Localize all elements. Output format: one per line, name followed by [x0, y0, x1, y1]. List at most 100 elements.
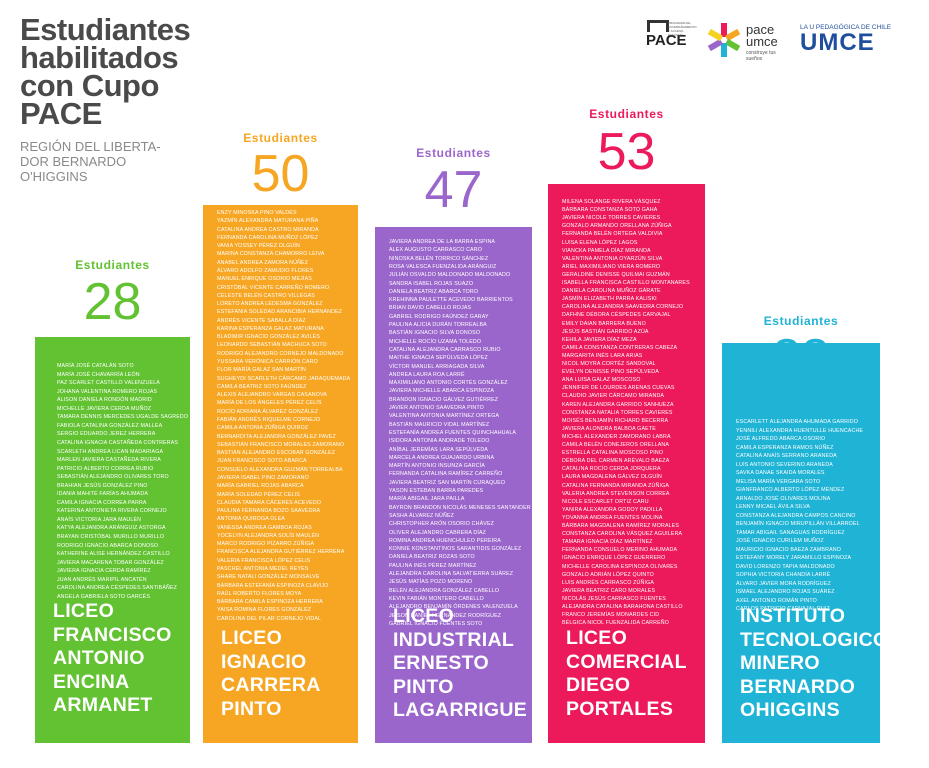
student-name: ANABEL ANDREA ZAMORA NÚÑEZ	[217, 259, 309, 266]
student-name: RODRIGO ALEJANDRO CORNEJO MALDONADO	[217, 350, 344, 357]
school-name: ANTONIO	[53, 647, 145, 669]
student-name: PAULINA ALICIA DURÁN TORREALBA	[389, 322, 487, 328]
student-name: CATALINA IGNACIA CASTAÑEDA CONTRERAS	[57, 439, 179, 446]
student-name: BÁRBARA CONSTANZA SOTO GAHA	[562, 207, 658, 214]
student-name: CAMILA ESPERANZA RAMOS NÚÑEZ	[736, 444, 834, 451]
student-name: MICHELLE ROCÍO UZAMA TOLEDO	[389, 338, 482, 345]
school-name: ENCINA	[53, 670, 130, 693]
student-name: PAULINA INÉS PÉREZ MARTÍNEZ	[389, 562, 477, 569]
student-name: KATHERINE ALISE HERNÁNDEZ CASTILLO	[57, 551, 170, 558]
student-count: 50	[251, 145, 310, 203]
student-name: ANDREA LAURA ROA LARRÉ	[389, 371, 465, 378]
student-name: MICHELLE JAVIERA CERDA MUÑOZ	[57, 405, 152, 412]
student-name: ÁLVARO JAVIER MORA RODRÍGUEZ	[736, 580, 831, 587]
subtitle-line: REGIÓN DEL LIBERTA-	[20, 139, 161, 154]
student-name: CLAUDIA TAMARA CÁCERES ACEVEDO	[217, 499, 322, 506]
student-name: JAVIERA MICHELLE ABARCA ESPINOZA	[389, 388, 495, 395]
subtitle: REGIÓN DEL LIBERTA- DOR BERNARDO O'HIGGINS	[20, 139, 161, 184]
student-name: MARÍA DE LOS ÁNGELES PÉREZ CELIS	[217, 400, 322, 407]
school-name: IGNACIO	[221, 650, 307, 673]
student-name: FRANCO JEREMÍAS MONARDES CID	[562, 612, 660, 619]
student-count: 28	[83, 273, 142, 331]
student-name: FABIOLA CATALINA GONZÁLEZ MALLEA	[57, 422, 163, 429]
student-name: JULIÁN OSVALDO MALDONADO MALDONADO	[389, 272, 511, 279]
school-name: PINTO	[221, 697, 282, 720]
student-name: CATALINA ALEJANDRA CARRASCO RUBIO	[389, 346, 501, 353]
student-count: 53	[597, 123, 656, 181]
student-name: FERNANDA CATALINA RAMÍREZ CARREÑO	[389, 471, 503, 478]
student-name: ROMINA ANDREA HUENCHULEO PEREIRA	[389, 537, 501, 544]
school-name: LICEO	[221, 627, 283, 649]
student-name: MARCO RODRIGO PIZARRO ZÚÑIGA	[217, 541, 315, 548]
student-name: EMILY DAIAN BARRERA BUENO	[562, 320, 646, 327]
student-name: BÁRBARA MAGDALENA RAMÍREZ MORALES	[562, 523, 680, 529]
student-name: CONSTANZA ALEJANDRA CAMPOS CANCINO	[736, 512, 856, 519]
student-name: ARIEL MAXIMILIANO VIERA ROMERO	[562, 263, 661, 270]
column-bar	[375, 227, 532, 743]
student-name: RODRIGO IGNACIO ABARCA DONOSO	[57, 542, 159, 549]
student-name: FERNANDA CONSUELO MERINO AHUMADA	[562, 547, 678, 554]
column-bar	[35, 337, 190, 743]
school-name: LICEO	[53, 600, 115, 622]
student-name: PASCHEL ANTONIA MEDEL REYES	[217, 566, 309, 573]
student-name: FLOR MARÍA GALAZ SAN MARTÍN	[217, 367, 307, 374]
student-name: DAVID LORENZO TAPIA MALDONADO	[736, 563, 835, 570]
student-name: MARÍA GABRIEL ROJAS ABARCA	[217, 483, 304, 490]
student-name: MARINA CONSTANZA CHAMORRO LEIVA	[217, 251, 325, 258]
student-name: JAVIERA ANDREA DE LA BARRA ESPINA	[389, 239, 496, 245]
title: Estudiantes habilitados con Cupo PACE	[20, 12, 191, 129]
student-name: KARINA ESPERANZA GALAZ MATURANA	[217, 325, 324, 332]
student-name: BENJAMÍN IGNACIO MIRUPILLÁN VILLARROEL	[736, 521, 860, 527]
student-name: YUSSARA VERÓNICA CARRIÓN CARO	[217, 359, 318, 366]
student-name: YOVANNA ANDREA FUENTES MOLINA	[562, 514, 663, 521]
logo-tagline: construye tus sueños	[746, 50, 776, 62]
column-bar	[722, 343, 880, 743]
student-name: AXEL ANTONIO ROMÁN PINTO	[736, 597, 817, 604]
student-name: CONSTANZA CAROLINA VÁSQUEZ AGUILERA	[562, 531, 683, 538]
student-name: DANIELA BEATRIZ ROZAS SOTO	[389, 554, 475, 561]
logo-icon	[647, 20, 669, 32]
student-name: CONSTANZA NATALIA TORRES CAVIERES	[562, 409, 673, 416]
student-name: JAVIERA NICOLE TORRES CAVIERES	[562, 215, 661, 222]
title-line: con Cupo	[20, 68, 159, 103]
student-name: NICOLE ESCARLET ORTIZ CARU	[562, 498, 649, 505]
school-name: LAGARRIGUE	[393, 699, 528, 721]
school-name: ARMANET	[53, 694, 153, 716]
student-name: CAMILA BELÉN CONEJEROS ORELLANA	[562, 442, 670, 448]
logo-text: PACE	[646, 32, 687, 49]
student-name: ROSA VALESCA FUENZALIDA ARÁNGUIZ	[389, 263, 497, 270]
student-name: JAVIERA MACARENA TOBAR GONZÁLEZ	[57, 559, 164, 566]
school-name: CARRERA	[221, 674, 321, 696]
student-name: MARÍA JOSÉ CATALÁN SOTO	[57, 363, 134, 369]
student-name: ALEJANDRA CATALINA BARAHONA CASTILLO	[562, 604, 683, 610]
student-count: 47	[424, 161, 483, 219]
student-name: YANIRA ALEXANDRA GODOY PADILLA	[562, 506, 663, 513]
student-name: ISIDORA ANTONIA ANDRADE TOLEDO	[389, 438, 490, 445]
student-name: MARÍA ABIGAIL JARA PAILLA	[389, 496, 465, 503]
pace-logo: PACE PROGRAMA DE ACOMPAÑAMIENTO Y ACCESO…	[646, 20, 698, 64]
student-name: LAURA MAGDALENA GÁLVEZ OLGUÍN	[562, 474, 662, 481]
student-name: JENNIFER DE LOURDES ARENAS CUEVAS	[562, 385, 675, 392]
column-label: Estudiantes	[416, 146, 491, 160]
student-name: CAROLINA ANDREA CÉSPEDES SANTIBÁÑEZ	[57, 585, 178, 592]
title-line: Estudiantes	[20, 12, 191, 47]
student-name: BAYRON BRANDON NICOLÁS MENESES SANTANDER	[389, 504, 531, 511]
student-name: BERNARDITA ALEJANDRA GONZÁLEZ PAVEZ	[217, 433, 336, 440]
student-name: OLIVER ALEJANDRO CABRERA DÍAZ	[389, 529, 487, 536]
student-name: JAVIERA ALONDRA BALBOA GAETE	[562, 425, 656, 432]
student-name: KREHINNA PAULETTE ACEVEDO BARRIENTOS	[389, 297, 513, 304]
student-name: EVELYN DENISSE PINO SEPÚLVEDA	[562, 369, 659, 376]
student-name: CAMILA ANTONIA ZÚÑIGA QUIROZ	[217, 425, 309, 432]
student-name: MARÍA SOLEDAD PÉREZ CELIS	[217, 491, 300, 498]
student-name: SHARE NATALI GONZÁLEZ MONSALVE	[217, 574, 320, 581]
school-name: LICEO	[566, 627, 628, 649]
student-name: LUIS ANDRÉS CARRASCO ZÚÑIGA	[562, 579, 655, 586]
student-name: ANA LUISA GALAZ MOSCOSO	[562, 377, 641, 384]
student-name: VIANCKA PAMELA DÍAZ MIRANDA	[562, 247, 651, 254]
student-name: CAMILA IGNACIA CORREA PARRA	[57, 499, 147, 506]
student-name: GIANFRANCO ALBERTO LÓPEZ MÉNDEZ	[736, 487, 845, 493]
student-name: JEISON DANIEL HERNÁNDEZ RODRÍGUEZ	[389, 612, 502, 619]
student-name: BASTIÁN IGNACIO SILVA DONOSO	[389, 330, 481, 337]
logo-text: pace	[746, 22, 775, 37]
student-name: ANÍBAL JEREMÍAS LARA SEPÚLVEDA	[389, 446, 488, 453]
